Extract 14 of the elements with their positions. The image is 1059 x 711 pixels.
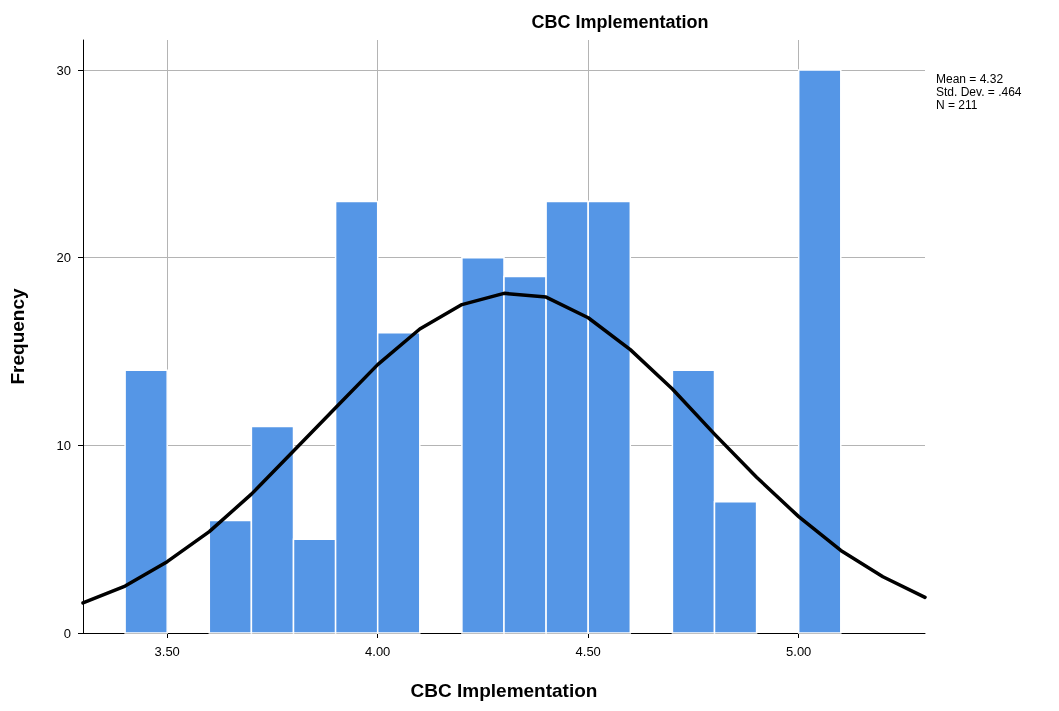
y-tick-label: 30 <box>56 62 71 78</box>
y-tick-label: 10 <box>56 437 71 453</box>
x-axis-title: CBC Implementation <box>410 680 598 701</box>
x-tick-label: 4.00 <box>365 644 391 659</box>
y-tick-label: 20 <box>56 250 71 266</box>
text: Mean = 4.32 <box>936 71 1004 86</box>
x-tick-label: 3.50 <box>154 644 180 659</box>
x-tick-label: 5.00 <box>786 644 812 659</box>
y-tick-label: 0 <box>63 625 71 641</box>
x-tick-label: 4.50 <box>575 644 601 659</box>
chart-title: CBC Implementation <box>531 12 709 32</box>
text: Std. Dev. = .464 <box>936 84 1022 99</box>
y-axis-title: Frequency <box>7 288 28 385</box>
text: N = 211 <box>936 97 978 112</box>
